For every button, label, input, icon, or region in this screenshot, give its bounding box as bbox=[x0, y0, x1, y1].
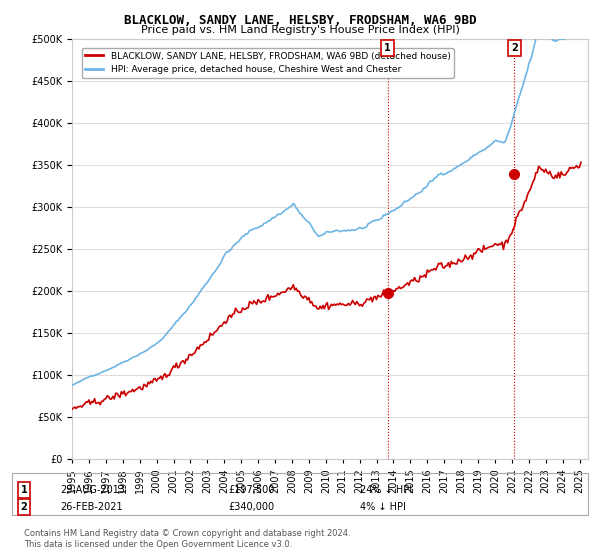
Text: 29-AUG-2013: 29-AUG-2013 bbox=[60, 485, 125, 495]
Text: 2: 2 bbox=[511, 43, 518, 53]
Text: 24% ↓ HPI: 24% ↓ HPI bbox=[360, 485, 412, 495]
Legend: BLACKLOW, SANDY LANE, HELSBY, FRODSHAM, WA6 9BD (detached house), HPI: Average p: BLACKLOW, SANDY LANE, HELSBY, FRODSHAM, … bbox=[82, 48, 454, 78]
Text: £340,000: £340,000 bbox=[228, 502, 274, 512]
Text: 2: 2 bbox=[20, 502, 28, 512]
Text: Price paid vs. HM Land Registry's House Price Index (HPI): Price paid vs. HM Land Registry's House … bbox=[140, 25, 460, 35]
Text: 1: 1 bbox=[385, 43, 391, 53]
Text: Contains HM Land Registry data © Crown copyright and database right 2024.
This d: Contains HM Land Registry data © Crown c… bbox=[24, 529, 350, 549]
Text: 4% ↓ HPI: 4% ↓ HPI bbox=[360, 502, 406, 512]
Text: 26-FEB-2021: 26-FEB-2021 bbox=[60, 502, 122, 512]
Text: £197,500: £197,500 bbox=[228, 485, 274, 495]
Text: BLACKLOW, SANDY LANE, HELSBY, FRODSHAM, WA6 9BD: BLACKLOW, SANDY LANE, HELSBY, FRODSHAM, … bbox=[124, 14, 476, 27]
Text: 1: 1 bbox=[20, 485, 28, 495]
